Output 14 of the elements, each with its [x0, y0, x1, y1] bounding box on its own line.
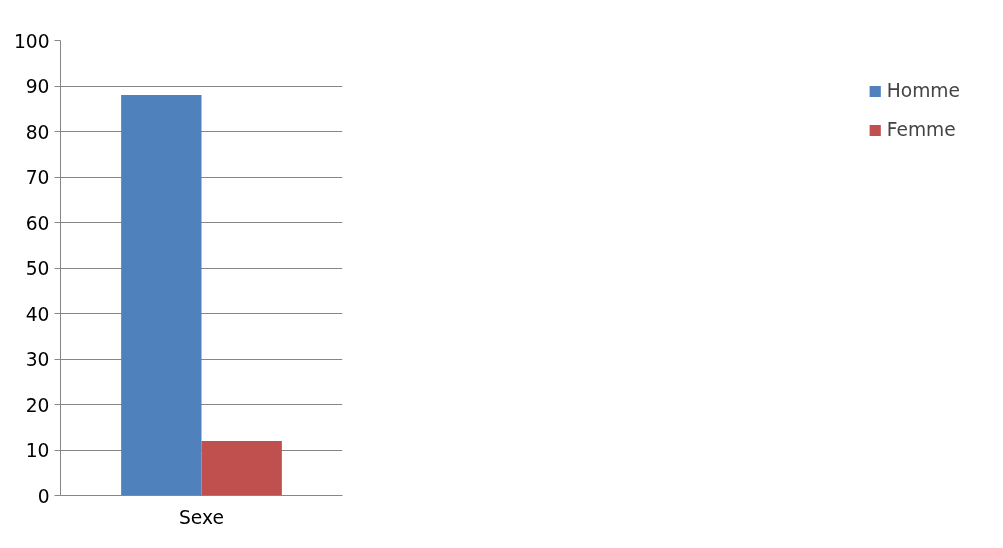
legend-label: Homme	[886, 80, 960, 101]
y-tick-label: 70	[25, 167, 50, 188]
legend-label: Femme	[886, 119, 956, 140]
y-tick-label: 0	[37, 485, 50, 507]
y-tick-label: 40	[25, 303, 50, 325]
y-tick-label: 50	[25, 258, 50, 279]
y-tick-label: 20	[25, 394, 50, 416]
y-tick-label: 100	[13, 30, 50, 52]
y-tick-label: 80	[25, 121, 50, 143]
y-tick-label: 90	[25, 76, 50, 97]
y-tick-label: 10	[25, 440, 50, 461]
y-tick-label: 60	[25, 212, 50, 234]
x-tick-label: Sexe	[179, 506, 224, 528]
y-tick-label: 30	[25, 349, 50, 370]
